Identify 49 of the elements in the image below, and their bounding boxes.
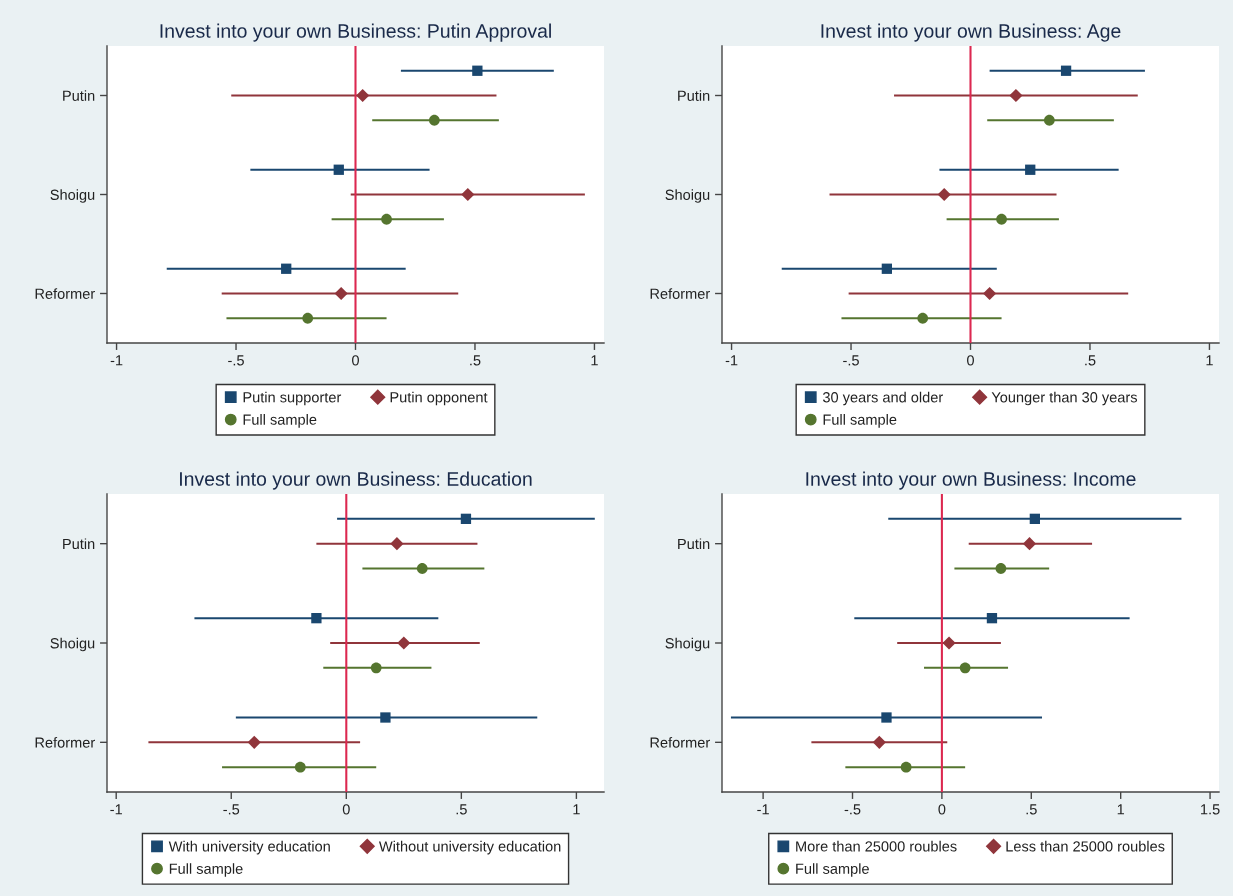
- legend-label: Without university education: [378, 840, 561, 855]
- x-tick-label: -.5: [844, 804, 861, 815]
- x-tick-label: 1: [1206, 355, 1213, 366]
- legend-label: With university education: [168, 840, 330, 855]
- y-tick-label: Putin: [678, 538, 710, 550]
- x-tick-label: 1.5: [1201, 804, 1220, 815]
- x-tick-label: -1: [725, 355, 738, 366]
- x-tick-label: .5: [1026, 804, 1037, 815]
- chart-title: Invest into your own Business: Putin Approval: [160, 23, 551, 42]
- x-tick-label: 0: [352, 355, 359, 366]
- x-tick-label: 0: [967, 355, 974, 366]
- legend-label: Putin supporter: [243, 391, 342, 406]
- y-tick-label: Putin: [63, 538, 95, 550]
- x-tick-label: -1: [110, 804, 122, 815]
- x-tick-label: .5: [456, 804, 467, 815]
- y-tick-label: Shoigu: [665, 637, 710, 652]
- x-tick-label: -1: [110, 355, 123, 366]
- y-tick-label: Putin: [678, 90, 710, 101]
- legend-label: Putin opponent: [390, 391, 488, 406]
- legend-label: Full sample: [243, 414, 317, 428]
- y-tick-label: Reformer: [35, 737, 95, 748]
- x-tick-label: -.5: [843, 355, 859, 366]
- legend-label: Less than 25000 roubles: [1006, 840, 1165, 852]
- y-tick-label: Shoigu: [665, 189, 710, 203]
- legend-label: Full sample: [169, 863, 243, 877]
- x-tick-label: 0: [938, 804, 946, 815]
- y-tick-label: Reformer: [650, 737, 710, 748]
- x-tick-label: 1: [1117, 804, 1125, 815]
- y-tick-label: Reformer: [35, 288, 95, 299]
- legend-label: More than 25000 roubles: [796, 840, 957, 852]
- chart-title: Invest into your own Business: Age: [821, 23, 1121, 42]
- x-tick-label: -1: [757, 804, 769, 815]
- legend-label: Full sample: [823, 414, 897, 428]
- legend-label: 30 years and older: [822, 391, 943, 406]
- x-tick-label: -.5: [228, 355, 244, 366]
- chart-title: Invest into your own Business: Education: [180, 471, 532, 490]
- x-tick-label: 1: [573, 804, 580, 815]
- chart-title: Invest into your own Business: Income: [806, 471, 1136, 490]
- x-tick-label: .5: [470, 355, 481, 366]
- x-tick-label: .5: [1085, 355, 1096, 366]
- y-tick-label: Shoigu: [50, 637, 95, 652]
- x-tick-label: -.5: [223, 804, 240, 815]
- x-tick-label: 0: [342, 804, 350, 815]
- y-tick-label: Putin: [63, 90, 95, 101]
- x-tick-label: 1: [591, 355, 598, 366]
- y-tick-label: Reformer: [650, 288, 710, 299]
- legend-label: Full sample: [796, 863, 869, 877]
- legend-label: Younger than 30 years: [991, 391, 1138, 406]
- y-tick-label: Shoigu: [50, 189, 95, 203]
